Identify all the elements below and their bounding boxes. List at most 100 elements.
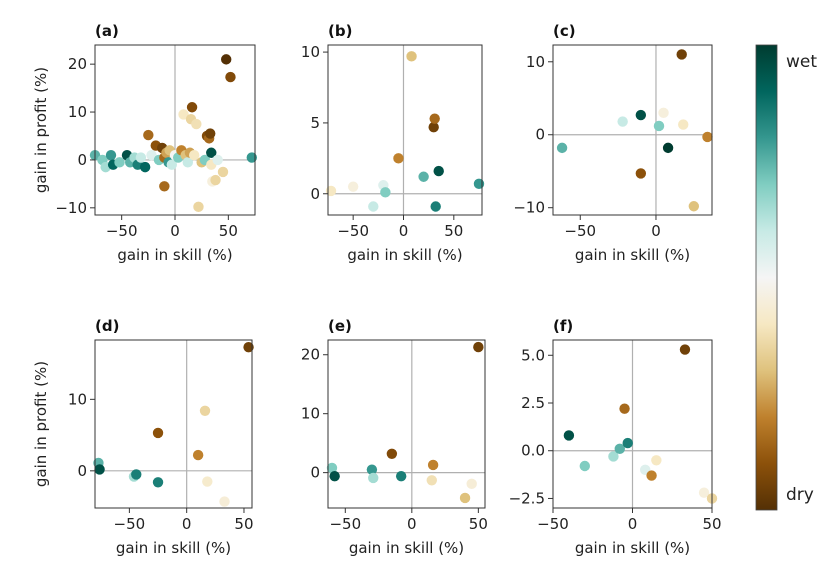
data-point bbox=[430, 201, 441, 212]
data-point bbox=[225, 71, 236, 83]
panel-4: −50 0 50 0 10 (d) gain in skill (%) gain in pro… bbox=[32, 317, 254, 557]
x-tick-label: 0 bbox=[170, 222, 180, 240]
data-point bbox=[326, 462, 338, 474]
data-point bbox=[556, 142, 568, 154]
data-point bbox=[459, 492, 471, 504]
data-point bbox=[166, 159, 177, 170]
y-tick-label: 0 bbox=[535, 126, 545, 144]
y-tick-label: −2.5 bbox=[509, 489, 545, 507]
x-tick-label: −50 bbox=[114, 515, 146, 533]
y-tick-label: 20 bbox=[68, 55, 87, 73]
data-point bbox=[94, 464, 105, 475]
panel-3: −50 0 −10 0 10 (c) gain in skill (%) bbox=[513, 22, 713, 264]
y-tick-label: 0 bbox=[310, 185, 320, 203]
x-axis-label: gain in skill (%) bbox=[575, 246, 690, 264]
data-point bbox=[105, 149, 117, 161]
x-axis-label: gain in skill (%) bbox=[349, 539, 464, 557]
data-point bbox=[139, 161, 151, 173]
x-axis-label: gain in skill (%) bbox=[117, 246, 232, 264]
x-tick-label: 0 bbox=[651, 222, 661, 240]
axes-frame bbox=[327, 339, 486, 509]
data-point bbox=[178, 109, 189, 120]
data-point bbox=[131, 469, 142, 480]
y-tick-label: 10 bbox=[68, 103, 87, 121]
data-point bbox=[219, 496, 230, 507]
data-point bbox=[433, 165, 444, 177]
data-point bbox=[698, 487, 710, 498]
panel-title: (f) bbox=[553, 317, 573, 335]
y-tick-label: 2.5 bbox=[521, 394, 545, 412]
panel-title: (b) bbox=[328, 22, 352, 40]
y-tick-label: 0 bbox=[77, 151, 87, 169]
data-point bbox=[427, 459, 439, 471]
panel-1: −50 0 50 −10 0 10 20 (a) gain in skill (%) gain i… bbox=[32, 22, 257, 264]
y-tick-label: 20 bbox=[301, 346, 320, 364]
data-point bbox=[702, 131, 713, 143]
x-tick-label: 0 bbox=[407, 515, 417, 533]
x-tick-label: 0 bbox=[399, 222, 409, 240]
panel-title: (d) bbox=[95, 317, 119, 335]
panel-title: (c) bbox=[553, 22, 576, 40]
data-point bbox=[191, 118, 202, 130]
data-point bbox=[243, 341, 254, 353]
x-axis-label: gain in skill (%) bbox=[575, 539, 690, 557]
data-point bbox=[159, 181, 170, 192]
data-point bbox=[135, 152, 147, 163]
panel-2: −50 0 50 0 5 10 (b) gain in skill (%) bbox=[301, 22, 485, 264]
data-point bbox=[146, 149, 157, 161]
data-point bbox=[662, 142, 674, 154]
data-point bbox=[206, 147, 217, 158]
data-point bbox=[182, 157, 193, 168]
data-point bbox=[386, 448, 398, 459]
data-point bbox=[579, 460, 590, 472]
data-point bbox=[653, 120, 665, 132]
x-tick-label: 50 bbox=[444, 222, 463, 240]
data-point bbox=[651, 455, 662, 466]
data-point bbox=[366, 464, 378, 475]
panel-6: −50 0 50 −2.5 0.0 2.5 5.0 (f) gain in skill (%) bbox=[509, 317, 722, 557]
data-point bbox=[368, 472, 379, 484]
data-point bbox=[143, 129, 154, 141]
data-point bbox=[406, 51, 417, 62]
data-point bbox=[646, 470, 657, 481]
data-point bbox=[679, 344, 691, 355]
data-point bbox=[426, 475, 437, 486]
x-tick-label: −50 bbox=[537, 515, 569, 533]
panel-title: (a) bbox=[95, 22, 119, 40]
axes-frame bbox=[552, 44, 713, 216]
data-point bbox=[395, 470, 407, 482]
data-point bbox=[193, 201, 204, 213]
data-point bbox=[189, 149, 200, 161]
data-point bbox=[608, 451, 619, 462]
x-tick-label: 50 bbox=[469, 515, 488, 533]
x-tick-label: −50 bbox=[106, 222, 138, 240]
panel-title: (e) bbox=[328, 317, 352, 335]
data-point bbox=[152, 427, 164, 439]
y-tick-label: 5 bbox=[310, 114, 320, 132]
x-tick-label: −50 bbox=[329, 515, 361, 533]
data-point bbox=[210, 174, 221, 186]
data-point bbox=[635, 109, 647, 121]
data-point bbox=[614, 443, 625, 455]
data-point bbox=[676, 49, 687, 60]
y-tick-label: 0 bbox=[77, 462, 87, 480]
data-point bbox=[217, 166, 229, 178]
data-point bbox=[393, 153, 404, 164]
data-point bbox=[246, 152, 257, 163]
y-tick-label: 0 bbox=[310, 464, 320, 482]
data-point bbox=[563, 430, 575, 441]
colorbar-wet-label: wet bbox=[786, 52, 817, 72]
data-point bbox=[678, 119, 689, 130]
y-axis-label: gain in profit (%) bbox=[32, 361, 50, 487]
data-point bbox=[199, 405, 211, 416]
x-tick-label: 50 bbox=[234, 515, 253, 533]
x-tick-label: 0 bbox=[182, 515, 192, 533]
y-tick-label: 5.0 bbox=[521, 346, 545, 364]
data-point bbox=[688, 201, 700, 212]
y-tick-label: 0.0 bbox=[521, 442, 545, 460]
colorbar-gradient bbox=[755, 44, 778, 511]
y-tick-label: 10 bbox=[301, 43, 320, 61]
y-tick-label: 10 bbox=[526, 53, 545, 71]
x-tick-label: 0 bbox=[628, 515, 638, 533]
